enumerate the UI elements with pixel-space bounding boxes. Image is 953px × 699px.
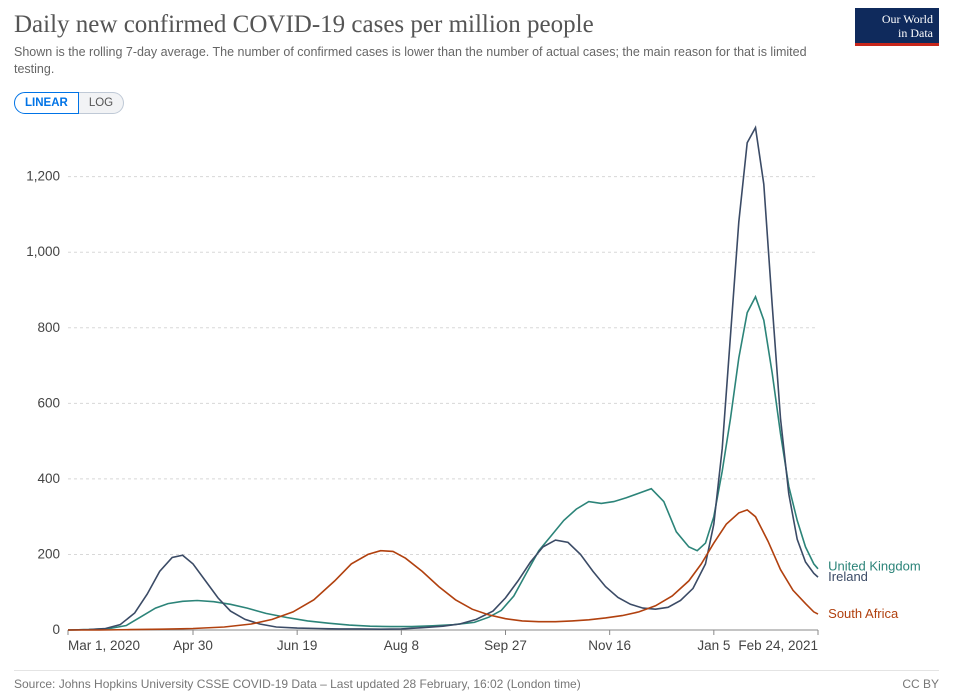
series-label-south-africa: South Africa: [828, 606, 899, 621]
x-tick-label: Jun 19: [277, 638, 318, 653]
chart-header: Daily new confirmed COVID-19 cases per m…: [0, 0, 953, 78]
x-tick-label: Apr 30: [173, 638, 213, 653]
chart-area: 0 200 400 600 800 1,000 1,200 Mar 1, 2020 Apr 30…: [14, 110, 939, 658]
x-tick-label: Aug 8: [384, 638, 419, 653]
y-tick-label: 1,200: [26, 169, 60, 184]
x-tick-label: Sep 27: [484, 638, 527, 653]
logo-line1: Our World: [882, 12, 933, 26]
chart-footer: Source: Johns Hopkins University CSSE CO…: [14, 670, 939, 691]
y-tick-label: 0: [52, 622, 60, 637]
x-tick-label: Nov 16: [588, 638, 631, 653]
chart-title: Daily new confirmed COVID-19 cases per m…: [14, 10, 939, 40]
y-tick-label: 600: [37, 395, 60, 410]
y-tick-label: 800: [37, 320, 60, 335]
owid-logo: Our World in Data: [855, 8, 939, 46]
y-tick-label: 400: [37, 471, 60, 486]
logo-line2: in Data: [898, 26, 933, 40]
source-text: Source: Johns Hopkins University CSSE CO…: [14, 677, 581, 691]
x-tick-label: Jan 5: [697, 638, 730, 653]
license-text: CC BY: [902, 677, 939, 691]
series-south-africa: [68, 510, 818, 630]
y-tick-label: 1,000: [26, 244, 60, 259]
series-label-ireland: Ireland: [828, 569, 868, 584]
y-tick-label: 200: [37, 546, 60, 561]
chart-svg: 0 200 400 600 800 1,000 1,200 Mar 1, 2020 Apr 30…: [14, 110, 939, 658]
series-united-kingdom: [68, 297, 818, 630]
chart-subtitle: Shown is the rolling 7-day average. The …: [14, 44, 814, 78]
x-tick-label: Feb 24, 2021: [738, 638, 818, 653]
x-tick-label: Mar 1, 2020: [68, 638, 140, 653]
